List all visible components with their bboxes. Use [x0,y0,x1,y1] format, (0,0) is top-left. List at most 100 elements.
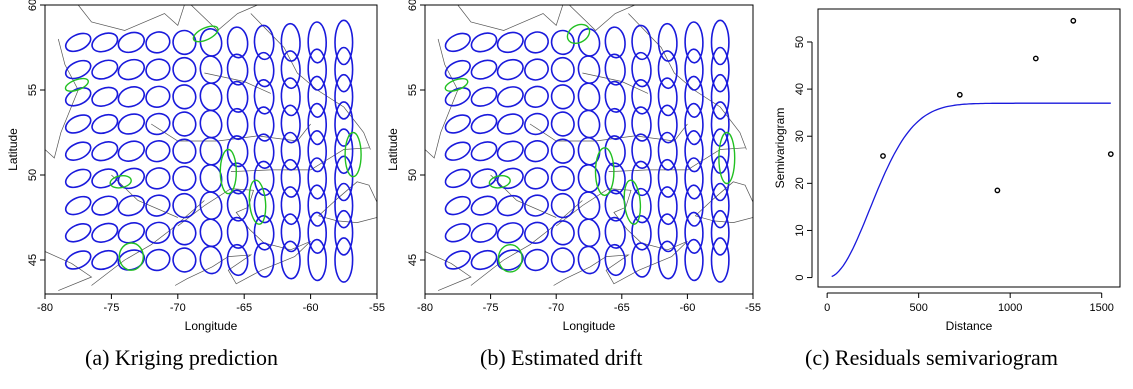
ellipse-8-8 [657,22,678,62]
ellipse-10-0 [334,237,354,283]
ellipse-4-7 [172,56,197,83]
data-point-5 [1107,151,1114,158]
ellipse-8-6 [657,77,678,117]
ellipse-1-3 [91,168,119,189]
ellipse-8-3 [280,158,301,198]
ellipse-2-5 [496,113,524,135]
ellipse-8-2 [280,186,301,226]
data-point-1 [956,91,963,98]
ellipse-8-3 [657,158,678,198]
ellipse-0-3 [444,168,471,189]
x-tick-label-2: 1000 [998,302,1022,314]
ellipse-8-7 [657,50,678,90]
ellipse-2-3 [117,167,146,190]
ellipse-9-2 [307,184,328,227]
ellipse-9-1 [307,211,328,254]
ellipse-5-2 [577,191,601,220]
ellipse-3-2 [145,194,171,217]
ellipse-7-1 [253,215,275,251]
ellipse-6-4 [604,135,626,168]
ellipse-0-8 [444,32,471,53]
ellipse-1-6 [470,86,498,107]
ellipse-7-2 [631,187,652,224]
ellipse-9-6 [684,75,704,118]
ellipse-6-5 [226,107,249,141]
ellipse-0-2 [444,195,471,216]
ellipse-1-3 [470,168,498,189]
y-tick-label-2: 55 [27,84,39,96]
ellipse-6-5 [604,107,626,141]
ellipse-4-5 [172,111,197,137]
ellipse-3-2 [524,194,549,217]
ellipse-0-5 [444,114,471,134]
ellipse-2-5 [117,113,146,135]
ellipse-8-0 [657,240,678,280]
data-point-4 [1070,17,1077,24]
ellipse-10-4 [710,128,730,175]
ellipse-10-3 [334,155,354,202]
ellipse-3-1 [145,221,171,244]
ellipse-3-7 [145,58,171,81]
ellipse-8-6 [280,77,301,117]
ellipse-6-0 [226,243,249,277]
y-tick-label-4: 40 [794,83,806,95]
ellipse-2-2 [496,194,524,217]
coastline-8 [424,251,472,291]
ellipse-6-6 [226,80,249,113]
ellipse-5-6 [199,82,223,112]
ellipse-0-7 [444,59,471,80]
highlight-ellipse-3 [623,179,642,225]
ellipse-8-4 [657,131,678,171]
ellipse-2-1 [117,222,146,244]
y-axis-label: Semivariogram [773,108,787,189]
ellipse-5-5 [199,109,223,139]
ellipse-3-3 [145,167,171,190]
ellipse-0-3 [64,168,92,189]
ellipse-10-8 [710,19,730,66]
ellipse-1-4 [470,141,498,162]
ellipse-7-3 [631,160,652,197]
coastline-0 [424,38,459,159]
ellipse-4-1 [172,220,197,246]
ellipse-3-4 [524,140,549,163]
ellipse-7-5 [253,106,275,142]
y-tick-label-3: 60 [27,0,39,11]
ellipse-6-8 [226,26,249,59]
ellipse-7-6 [631,79,652,115]
ellipse-7-0 [631,242,652,278]
ellipse-4-0 [550,247,575,273]
ellipse-6-6 [604,80,626,113]
ellipse-6-8 [604,26,626,59]
highlight-ellipse-4 [344,131,362,178]
ellipse-grid [444,19,730,283]
ellipse-7-8 [253,24,275,61]
ellipse-6-2 [226,189,249,222]
ellipse-4-6 [550,84,575,110]
ellipse-1-1 [91,222,119,243]
coastline-1 [77,4,185,31]
ellipse-2-4 [496,140,524,162]
coastline-9 [490,174,557,218]
ellipse-5-1 [199,218,223,248]
ellipse-5-8 [577,28,601,57]
ellipse-10-1 [334,209,354,256]
ellipse-5-3 [577,164,601,193]
ellipse-9-8 [307,21,328,64]
ellipse-0-7 [64,59,92,80]
ellipse-0-0 [64,250,92,270]
x-tick-label-2: -70 [170,302,186,314]
y-tick-label-1: 50 [27,169,39,181]
ellipse-0-4 [444,141,471,161]
ellipse-6-7 [604,53,626,86]
x-axis-label: Distance [946,319,993,333]
ellipse-10-3 [710,155,730,202]
ellipse-9-3 [684,157,704,200]
ellipse-2-6 [496,86,524,108]
y-tick-label-1: 10 [794,224,806,236]
ellipse-8-1 [280,213,301,253]
highlight-ellipse-2 [219,148,238,195]
ellipse-2-6 [117,86,146,108]
ellipse-2-7 [496,58,524,81]
ellipse-9-2 [684,184,704,227]
